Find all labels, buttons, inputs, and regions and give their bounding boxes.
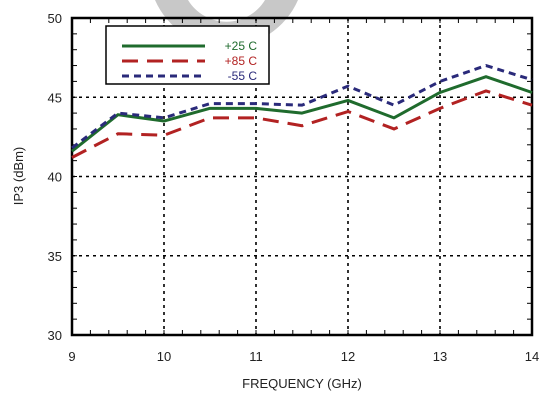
legend-label: +85 C	[225, 54, 258, 68]
series-line	[71, 89, 533, 159]
y-tick-label: 30	[48, 328, 62, 343]
legend-box	[105, 25, 270, 85]
x-tick-label: 9	[68, 349, 75, 364]
series-line	[71, 75, 533, 153]
y-tick-label: 35	[48, 249, 62, 264]
x-tick-labels: 9 10 11 12 13 14	[68, 349, 539, 364]
legend-label: -55 C	[228, 69, 258, 83]
y-tick-label: 45	[48, 90, 62, 105]
x-tick-label: 14	[525, 349, 539, 364]
legend: +25 C+85 C-55 C	[105, 25, 270, 85]
x-tick-label: 13	[433, 349, 447, 364]
legend-label: +25 C	[225, 39, 258, 53]
series-layer	[71, 64, 533, 159]
y-tick-label: 40	[48, 170, 62, 185]
x-tick-label: 10	[157, 349, 171, 364]
minor-ticks	[72, 18, 532, 335]
y-axis-label: IP3 (dBm)	[11, 147, 26, 206]
x-tick-label: 12	[341, 349, 355, 364]
x-axis-label: FREQUENCY (GHz)	[242, 376, 362, 391]
x-tick-label: 11	[249, 349, 263, 364]
y-tick-labels: 30 35 40 45 50	[48, 11, 62, 343]
series-line	[71, 64, 533, 150]
y-tick-label: 50	[48, 11, 62, 26]
